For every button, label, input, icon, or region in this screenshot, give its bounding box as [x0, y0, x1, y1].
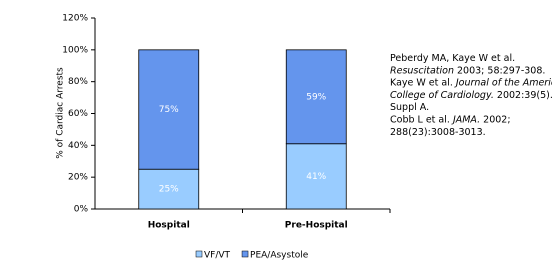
reference-text: Journal of the American: [454, 78, 552, 89]
reference-text: 288(23):3008-3013.: [390, 127, 486, 138]
y-tick-label: 0%: [74, 205, 89, 215]
reference-line: Suppl A.: [390, 102, 429, 113]
value-label: 59%: [306, 92, 326, 102]
y-tick-label: 20%: [68, 173, 88, 183]
bar-segment: [138, 49, 200, 170]
reference-text: JAMA.: [451, 115, 480, 126]
y-tick-label: 100%: [62, 45, 88, 55]
reference-text: Peberdy MA, Kaye W et al.: [390, 53, 515, 64]
reference-line: Resuscitation 2003; 58:297-308.: [390, 65, 545, 76]
reference-line: Peberdy MA, Kaye W et al.: [390, 53, 515, 64]
legend-label: PEA/Asystole: [250, 251, 309, 261]
bar-segment: [285, 49, 347, 145]
y-tick-label: 80%: [68, 77, 88, 87]
reference-line: Cobb L et al. JAMA. 2002;: [390, 115, 511, 126]
value-label: 25%: [159, 185, 179, 195]
bar-segment: [285, 143, 347, 210]
reference-text: Kaye W et al.: [390, 78, 456, 89]
reference-text: 2002;: [480, 115, 510, 126]
reference-text: Cobb L et al.: [390, 115, 453, 126]
legend-swatch: [195, 250, 203, 258]
legend-label: VF/VT: [204, 251, 231, 261]
reference-line: College of Cardiology. 2002:39(5).: [390, 90, 552, 101]
reference-text: 2002:39(5).: [494, 90, 552, 101]
reference-line: Kaye W et al. Journal of the American: [390, 78, 552, 89]
reference-text: Suppl A.: [390, 102, 429, 113]
y-tick-label: 60%: [68, 109, 88, 119]
y-tick-label: 120%: [62, 14, 88, 24]
reference-line: 288(23):3008-3013.: [390, 127, 486, 138]
reference-text: Resuscitation: [390, 65, 454, 76]
legend-swatch: [241, 250, 249, 258]
reference-text: 2003; 58:297-308.: [454, 65, 545, 76]
value-label: 75%: [159, 105, 179, 115]
y-axis-label: % of Cardiac Arrests: [56, 67, 66, 159]
x-tick-label: Hospital: [148, 221, 190, 231]
y-tick-label: 40%: [68, 141, 88, 151]
x-tick-label: Pre-Hospital: [285, 221, 348, 231]
value-label: 41%: [306, 172, 326, 182]
reference-text: College of Cardiology.: [390, 90, 494, 101]
